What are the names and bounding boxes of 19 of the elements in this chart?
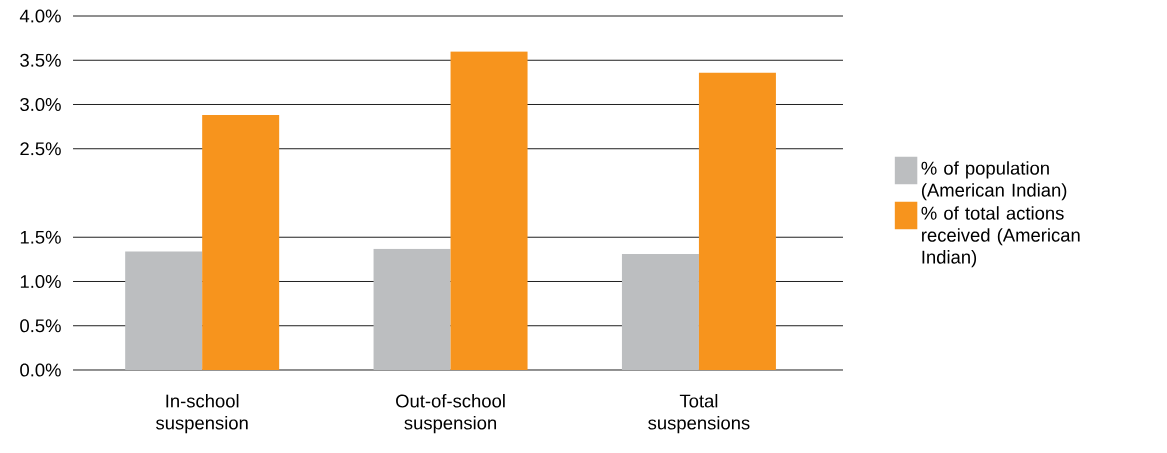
bar	[125, 251, 203, 370]
bar	[202, 115, 280, 370]
y-tick-label: 0.5%	[20, 319, 61, 333]
y-tick-label: 4.0%	[19, 9, 61, 23]
y-tick-label: 1.0%	[20, 274, 61, 289]
x-tick-label: Out-of-school suspension	[396, 393, 505, 434]
x-tick-label: In-school suspension	[156, 393, 248, 434]
y-tick-label: 1.5%	[20, 230, 61, 244]
y-tick-label: 3.0%	[20, 97, 61, 112]
bar	[450, 51, 528, 370]
y-tick-label: 3.5%	[20, 53, 61, 67]
bar	[698, 72, 776, 370]
bar	[621, 254, 699, 370]
y-tick-label: 0.0%	[20, 363, 61, 377]
legend-label: % of population (American Indian)	[921, 161, 1067, 201]
x-tick-label: Total suspensions	[648, 393, 750, 434]
bar	[373, 248, 451, 370]
y-tick-label: 2.5%	[20, 142, 61, 156]
legend-label: % of total actions received (American Indian)	[921, 206, 1080, 268]
